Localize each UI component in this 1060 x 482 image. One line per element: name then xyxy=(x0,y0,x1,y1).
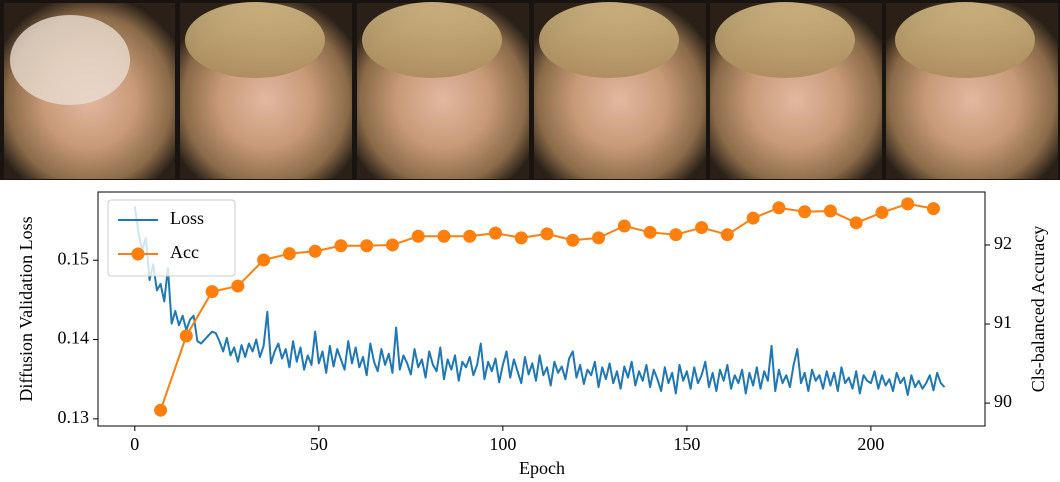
series-marker xyxy=(411,229,425,243)
y-tick-label: 0.14 xyxy=(58,328,90,348)
image-strip xyxy=(0,0,1060,180)
strip-background xyxy=(0,0,1060,180)
hair xyxy=(539,2,679,78)
hair xyxy=(362,2,502,78)
series-marker xyxy=(360,239,374,253)
series-marker xyxy=(257,253,271,267)
series-marker xyxy=(695,221,709,235)
series-marker xyxy=(875,206,889,220)
series-marker xyxy=(334,239,348,253)
series-marker xyxy=(592,231,606,245)
y-tick-label: 0.13 xyxy=(58,407,90,427)
series-marker xyxy=(540,227,554,241)
series-marker xyxy=(720,228,734,242)
series-marker xyxy=(798,205,812,219)
series-marker xyxy=(901,197,915,211)
series-marker xyxy=(746,211,760,225)
hair xyxy=(10,15,130,105)
legend-label: Acc xyxy=(170,242,199,262)
series-marker xyxy=(849,216,863,230)
y2-axis-label: Cls-balanced Accuracy xyxy=(1028,226,1048,392)
x-tick-label: 200 xyxy=(857,434,884,454)
series-marker xyxy=(282,247,296,261)
series-marker xyxy=(231,279,245,293)
series-marker xyxy=(488,226,502,240)
y2-tick-label: 91 xyxy=(994,312,1012,332)
y2-tick-label: 92 xyxy=(994,233,1012,253)
series-marker xyxy=(926,202,940,216)
series-marker xyxy=(154,403,168,417)
series-marker xyxy=(823,204,837,218)
hair xyxy=(715,2,855,78)
y2-tick-label: 90 xyxy=(994,391,1012,411)
series-marker xyxy=(643,225,657,239)
y-axis-label: Diffusion Validation Loss xyxy=(16,216,36,401)
plot-frame xyxy=(97,191,986,427)
x-tick-label: 50 xyxy=(310,434,328,454)
series-marker xyxy=(308,244,322,258)
series-marker xyxy=(669,228,683,242)
y-tick-label: 0.15 xyxy=(58,248,90,268)
x-tick-label: 100 xyxy=(489,434,516,454)
x-tick-label: 150 xyxy=(673,434,700,454)
series-marker xyxy=(566,233,580,247)
series-marker xyxy=(205,285,219,299)
hair xyxy=(185,2,325,78)
series-marker xyxy=(437,229,451,243)
series-line xyxy=(133,206,946,397)
series-marker xyxy=(385,238,399,252)
series-marker xyxy=(514,231,528,245)
series-marker xyxy=(463,229,477,243)
legend-label: Loss xyxy=(170,208,204,228)
hair xyxy=(895,2,1035,78)
legend-marker xyxy=(131,247,145,261)
series-marker xyxy=(179,329,193,343)
x-tick-label: 0 xyxy=(130,434,139,454)
series-marker xyxy=(772,201,786,215)
series-marker xyxy=(617,219,631,233)
x-axis-label: Epoch xyxy=(519,458,565,478)
